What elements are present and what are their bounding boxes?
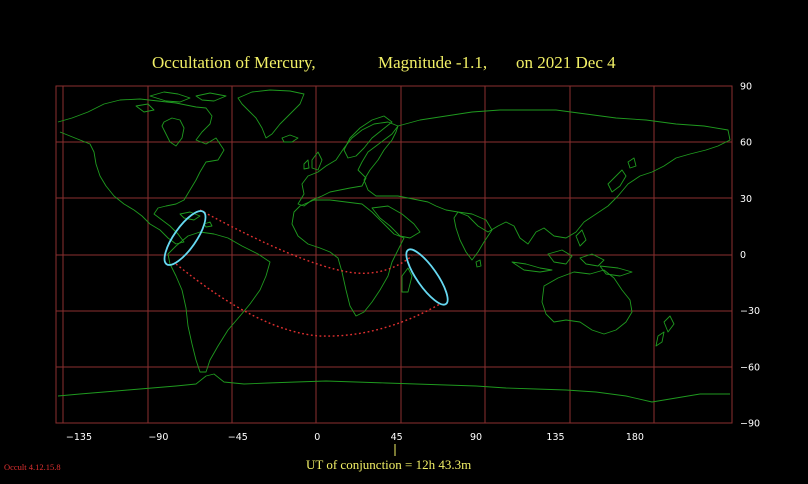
longitude-tick-label: 135	[546, 432, 564, 443]
coastline-scandinavia	[343, 115, 393, 159]
latitude-tick-label: 90	[740, 82, 752, 93]
longitude-tick-label: 0	[314, 432, 320, 443]
longitude-tick-label: −90	[148, 432, 168, 443]
coastline-australia	[541, 269, 633, 335]
coastline-europe	[297, 121, 399, 207]
visibility-curve-upper	[199, 209, 413, 274]
coastline-iceland	[281, 134, 299, 143]
occultation-region-indian-ocean	[405, 248, 449, 306]
coastline-hudson-bay	[161, 117, 185, 147]
coastline-greenland	[237, 89, 305, 139]
latitude-tick-label: 60	[740, 138, 752, 149]
coastline-sri-lanka	[475, 259, 482, 268]
longitude-tick-label: −45	[228, 432, 248, 443]
latitude-tick-label: −90	[740, 419, 760, 430]
software-version: Occult 4.12.15.8	[4, 462, 61, 472]
coastline-south-america	[167, 231, 271, 373]
coastline-africa	[291, 199, 405, 317]
coastline-asia	[363, 109, 731, 245]
latitude-tick-label: 30	[740, 194, 752, 205]
title-body: Occultation of Mercury,	[152, 53, 316, 72]
coastline-british-isles	[303, 151, 323, 171]
coastline-new-zealand	[655, 315, 675, 347]
latitude-tick-label: −30	[740, 306, 760, 317]
title-magnitude: Magnitude -1.1,	[378, 53, 487, 72]
coastline-madagascar	[401, 267, 413, 293]
coastline-japan	[607, 157, 637, 193]
visibility-curve-lower	[175, 263, 441, 337]
longitude-tick-label: 45	[391, 432, 403, 443]
latitude-tick-label: −60	[740, 362, 760, 373]
coastline-north-america	[57, 98, 225, 245]
coastline-caribbean	[179, 211, 213, 228]
conjunction-label: UT of conjunction = 12h 43.3m	[306, 457, 471, 472]
coastline-antarctica	[57, 373, 730, 403]
graticule	[56, 86, 732, 423]
coastline-indonesia	[511, 229, 633, 277]
coastline-arabia	[371, 205, 421, 239]
longitude-tick-label: 180	[626, 432, 644, 443]
latitude-tick-label: 0	[740, 250, 746, 261]
title-date: on 2021 Dec 4	[516, 53, 616, 72]
occultation-regions	[163, 210, 449, 306]
coastlines	[57, 89, 731, 403]
longitude-labels: −135 −90 −45 0 45 90 135 180	[66, 432, 644, 443]
longitude-tick-label: −135	[66, 432, 92, 443]
visibility-curves	[175, 209, 441, 337]
longitude-tick-label: 90	[470, 432, 482, 443]
occultation-region-america	[163, 210, 207, 266]
coastline-arctic-islands	[135, 91, 227, 113]
coastline-india	[453, 211, 493, 261]
latitude-labels: 90 60 30 0 −30 −60 −90	[740, 82, 760, 430]
